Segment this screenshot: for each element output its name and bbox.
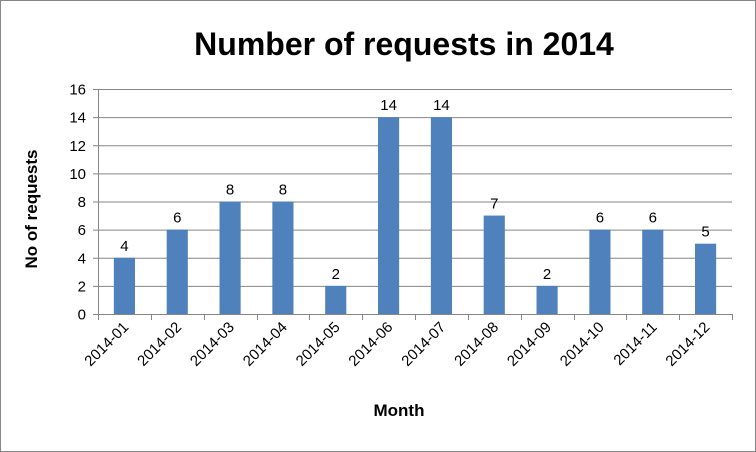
- y-tick-label: 14: [69, 110, 86, 127]
- y-tick-label: 2: [78, 278, 86, 295]
- data-label: 4: [120, 238, 128, 255]
- data-label: 6: [596, 210, 604, 227]
- x-tick-label: 2014-12: [662, 319, 713, 370]
- gridlines: [98, 89, 732, 287]
- data-label: 2: [332, 266, 340, 283]
- x-axis-ticks: 2014-01 2014-02 2014-03 2014-04 2014-05 2014-…: [81, 314, 733, 370]
- y-tick-label: 0: [78, 307, 86, 324]
- bar: [325, 285, 347, 314]
- y-tick-label: 6: [78, 222, 86, 239]
- y-tick-label: 8: [78, 194, 86, 211]
- data-label: 8: [279, 182, 287, 199]
- y-tick-label: 12: [69, 138, 86, 155]
- chart-title: Number of requests in 2014: [194, 26, 614, 62]
- bar: [166, 229, 188, 314]
- x-tick-label: 2014-03: [187, 319, 238, 370]
- bar: [219, 201, 241, 314]
- x-tick-label: 2014-08: [451, 319, 502, 370]
- bar: [536, 285, 558, 314]
- data-label: 2: [543, 266, 551, 283]
- bar: [589, 229, 611, 314]
- data-label: 14: [380, 97, 397, 114]
- data-labels: 4 6 8 8 2 14 14 7 2 6 6 5: [120, 97, 710, 283]
- y-axis-title: No of requests: [22, 149, 41, 268]
- bars: [113, 117, 717, 314]
- y-tick-label: 4: [78, 250, 86, 267]
- bar: [642, 229, 664, 314]
- bar: [695, 243, 717, 314]
- x-tick-label: 2014-04: [240, 319, 291, 370]
- bar: [272, 201, 294, 314]
- bar: [378, 117, 400, 314]
- x-tick-label: 2014-02: [134, 319, 185, 370]
- data-label: 8: [226, 182, 234, 199]
- bar: [430, 117, 452, 314]
- y-tick-label: 10: [69, 166, 86, 183]
- x-tick-label: 2014-01: [81, 319, 132, 370]
- data-label: 6: [649, 210, 657, 227]
- x-tick-label: 2014-09: [504, 319, 555, 370]
- y-tick-label: 16: [69, 82, 86, 99]
- x-tick-label: 2014-10: [557, 319, 608, 370]
- data-label: 5: [701, 224, 709, 241]
- x-tick-label: 2014-05: [293, 319, 344, 370]
- x-tick-label: 2014-07: [398, 319, 449, 370]
- x-axis-title: Month: [374, 401, 425, 420]
- data-label: 7: [490, 196, 498, 213]
- bar: [113, 257, 135, 314]
- x-tick-label: 2014-06: [345, 319, 396, 370]
- bar: [483, 215, 505, 314]
- data-label: 14: [433, 97, 450, 114]
- y-axis-ticks: 0 2 4 6 8 10 12 14 16: [69, 82, 99, 324]
- data-label: 6: [173, 210, 181, 227]
- x-tick-label: 2014-11: [610, 319, 660, 369]
